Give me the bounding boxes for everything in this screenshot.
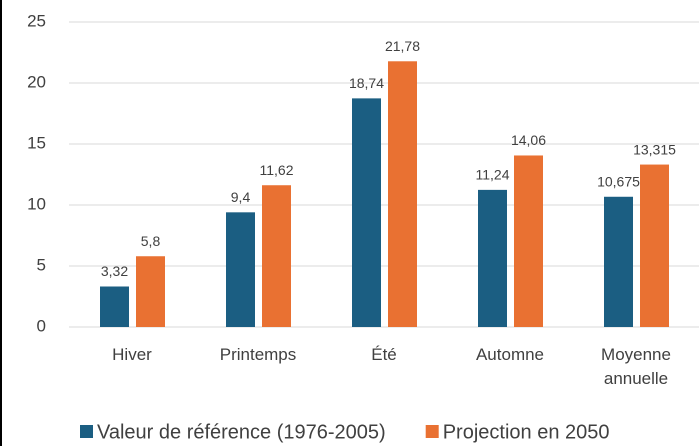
bar: [226, 212, 255, 327]
value-label: 3,32: [101, 263, 128, 279]
value-label: 10,675: [597, 173, 640, 189]
x-tick-label: Printemps: [219, 345, 297, 364]
bar: [352, 98, 381, 327]
legend-label: Projection en 2050: [443, 421, 610, 443]
y-tick-label: 20: [27, 72, 46, 91]
value-label: 11,62: [260, 162, 294, 178]
value-label: 18,74: [349, 75, 384, 91]
y-tick-label: 10: [27, 194, 46, 213]
bar: [478, 189, 507, 327]
legend-label: Valeur de référence (1976-2005): [97, 421, 386, 443]
value-label: 11,24: [476, 167, 510, 183]
value-label: 14,06: [511, 132, 546, 148]
bar: [136, 256, 165, 327]
y-tick-label: 25: [27, 11, 46, 30]
x-tick-label: Hiver: [112, 345, 152, 364]
value-label: 13,315: [633, 141, 676, 157]
x-tick-label: Moyenne annuelle: [601, 345, 671, 388]
legend-swatch: [425, 425, 439, 438]
y-tick-label: 0: [37, 316, 46, 335]
bar: [100, 286, 129, 327]
x-tick-label: Été: [371, 345, 397, 364]
bar: [388, 61, 417, 328]
y-tick-label: 5: [37, 255, 46, 274]
value-label: 5,8: [141, 233, 161, 249]
bar: [262, 185, 291, 327]
bar: [640, 164, 669, 327]
value-label: 9,4: [231, 189, 251, 205]
legend-swatch: [80, 425, 93, 438]
y-tick-label: 15: [27, 133, 46, 152]
bar: [514, 155, 543, 327]
bar: [604, 196, 633, 327]
x-tick-label: Automne: [475, 345, 545, 364]
value-label: 21,78: [385, 38, 420, 54]
